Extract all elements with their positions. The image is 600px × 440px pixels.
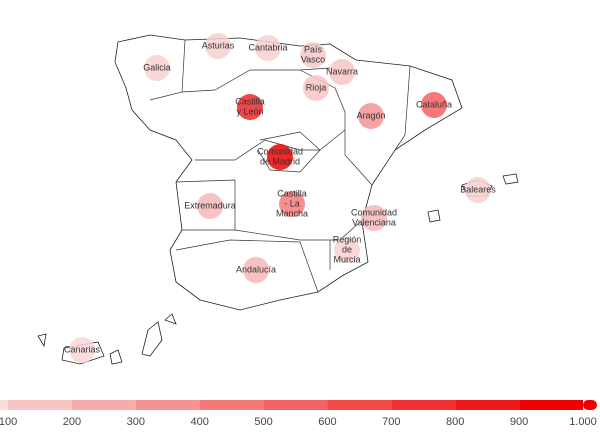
region-label: y León — [236, 106, 263, 116]
region-bubble — [303, 75, 329, 101]
region-label: Comunidad — [351, 207, 397, 217]
region-label: Asturias — [202, 40, 235, 50]
mainland — [114, 34, 463, 311]
legend-tick-label: 1.000 — [569, 416, 597, 428]
region-bubble — [329, 59, 355, 85]
legend-tick-label: 700 — [382, 416, 400, 428]
region-bubble — [465, 177, 491, 203]
legend-tick-label: 300 — [127, 416, 145, 428]
region-label: de — [342, 244, 352, 254]
region-label: Extremadura — [184, 200, 236, 210]
region-label: de Madrid — [260, 156, 300, 166]
region-label: Galicia — [143, 62, 171, 72]
region-label: Región — [333, 234, 362, 244]
region-label: Cantabria — [248, 42, 287, 52]
region-bubble — [279, 191, 305, 217]
legend-segment — [8, 400, 72, 410]
region-label: Vasco — [301, 54, 325, 64]
region-bubble — [205, 33, 231, 59]
legend-segment — [71, 400, 136, 410]
region-bubble — [69, 337, 95, 363]
region-bubble — [421, 92, 447, 118]
legend-tick-label: 400 — [190, 416, 208, 428]
map-geometry — [37, 34, 519, 365]
legend-tick-label: 500 — [254, 416, 272, 428]
legend-segment — [391, 400, 456, 410]
legend-tick-label: 900 — [510, 416, 528, 428]
legend-segment — [0, 400, 8, 410]
region-label: Comunidad — [257, 146, 303, 156]
region-label: País — [304, 44, 323, 54]
legend-segment — [263, 400, 328, 410]
legend-tick-label: 600 — [318, 416, 336, 428]
region-label: Andalucía — [236, 264, 276, 274]
region-label: Baleares — [460, 184, 496, 194]
region-bubble — [361, 205, 387, 231]
legend-segment — [135, 400, 200, 410]
legend-segment — [519, 400, 583, 410]
region-label: Mancha — [276, 208, 308, 218]
region-bubble — [237, 94, 263, 120]
region-bubble — [243, 257, 269, 283]
region-bubble — [197, 193, 223, 219]
legend-end — [583, 400, 597, 410]
region-bubble — [144, 55, 170, 81]
legend-segment — [327, 400, 392, 410]
region-label: Castilla — [277, 188, 307, 198]
legend-segment — [199, 400, 264, 410]
region-bubble — [334, 237, 360, 263]
region-label: - La — [284, 198, 300, 208]
legend-segment — [455, 400, 520, 410]
canarias-islands — [37, 313, 177, 365]
region-label: Aragón — [356, 110, 385, 120]
region-label: Canarias — [64, 344, 101, 354]
region-bubble — [255, 35, 281, 61]
legend-tick-label: 800 — [446, 416, 464, 428]
legend-tick-label: 100 — [0, 416, 17, 428]
region-bubble — [267, 144, 293, 170]
region-bubble — [300, 42, 326, 68]
region-label: Cataluña — [416, 99, 452, 109]
region-label: Navarra — [326, 66, 358, 76]
region-label: Castilla — [235, 96, 265, 106]
region-label: Rioja — [306, 82, 327, 92]
legend-tick-label: 200 — [63, 416, 81, 428]
region-label: Valenciana — [352, 217, 396, 227]
region-borders — [149, 39, 411, 293]
region-bubble — [358, 103, 384, 129]
region-label: Murcia — [333, 254, 360, 264]
